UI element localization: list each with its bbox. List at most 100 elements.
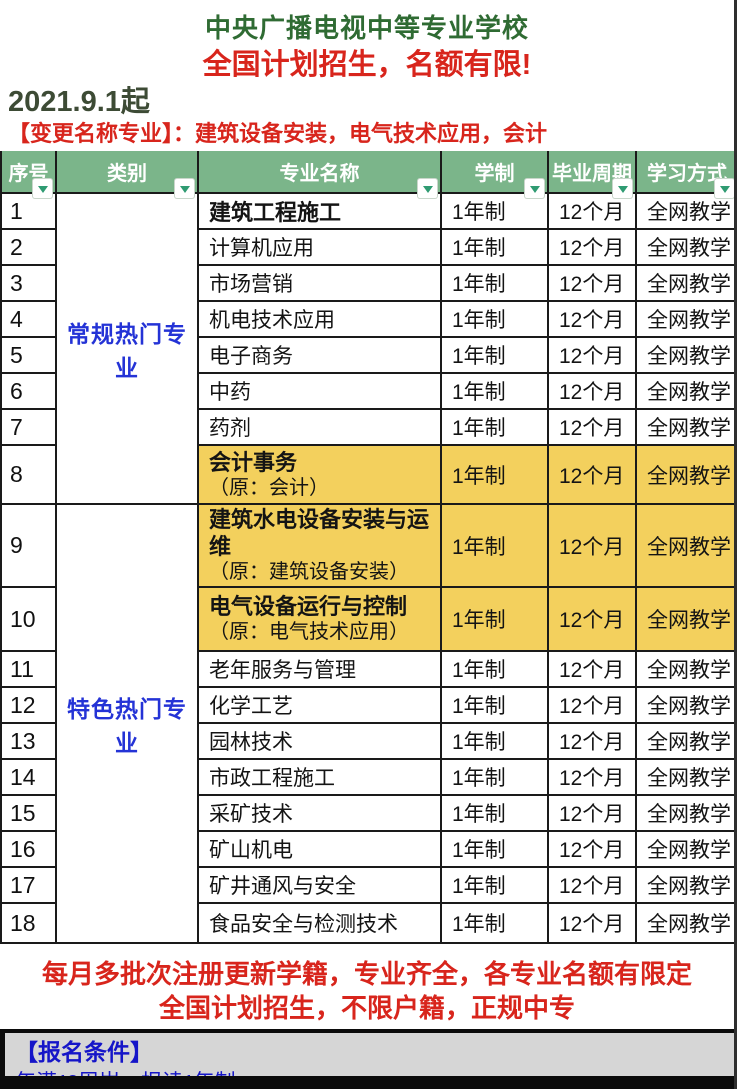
cell-period: 12个月 bbox=[547, 758, 637, 796]
table-row: 18 食品安全与检测技术 1年制 12个月 全网教学 bbox=[0, 902, 734, 944]
cell-period: 12个月 bbox=[547, 300, 637, 338]
cell-mode: 全网教学 bbox=[635, 866, 734, 904]
cell-major: 中药 bbox=[197, 372, 442, 410]
cell-major: 计算机应用 bbox=[197, 228, 442, 266]
filter-dropdown-icon[interactable] bbox=[715, 179, 734, 198]
cell-duration: 1年制 bbox=[440, 586, 549, 652]
cell-major: 化学工艺 bbox=[197, 686, 442, 724]
table-row: 16 矿山机电 1年制 12个月 全网教学 bbox=[0, 830, 734, 868]
cell-no: 17 bbox=[0, 866, 57, 904]
majors-table: 序号 类别 专业名称 学制 毕业周期 学习方式 1 常规热门专业 建筑工程施工 … bbox=[0, 151, 734, 944]
col-header-no: 序号 bbox=[0, 151, 57, 198]
cell-major: 建筑工程施工 bbox=[197, 192, 442, 230]
cell-no: 4 bbox=[0, 300, 57, 338]
cell-duration: 1年制 bbox=[440, 264, 549, 302]
cell-major: 老年服务与管理 bbox=[197, 650, 442, 688]
cell-duration: 1年制 bbox=[440, 650, 549, 688]
cell-duration: 1年制 bbox=[440, 300, 549, 338]
filter-dropdown-icon[interactable] bbox=[418, 179, 437, 198]
cell-major: 食品安全与检测技术 bbox=[197, 902, 442, 944]
col-header-period: 毕业周期 bbox=[547, 151, 637, 198]
cell-mode: 全网教学 bbox=[635, 758, 734, 796]
cell-period: 12个月 bbox=[547, 408, 637, 446]
slogan-line-1: 每月多批次注册更新学籍，专业齐全，各专业名额有限定 bbox=[41, 959, 692, 989]
cell-major: 会计事务 （原：会计） bbox=[197, 444, 442, 505]
cell-major: 采矿技术 bbox=[197, 794, 442, 832]
cell-no: 7 bbox=[0, 408, 57, 446]
col-header-period-label: 毕业周期 bbox=[552, 163, 632, 185]
bottom-black-strip bbox=[0, 1076, 734, 1089]
filter-dropdown-icon[interactable] bbox=[525, 179, 544, 198]
cell-period: 12个月 bbox=[547, 686, 637, 724]
col-header-category-label: 类别 bbox=[107, 163, 147, 185]
cell-duration: 1年制 bbox=[440, 866, 549, 904]
table-header-row: 序号 类别 专业名称 学制 毕业周期 学习方式 bbox=[0, 151, 734, 198]
filter-dropdown-icon[interactable] bbox=[613, 179, 632, 198]
col-header-category: 类别 bbox=[55, 151, 199, 198]
table-row: 14 市政工程施工 1年制 12个月 全网教学 bbox=[0, 758, 734, 796]
major-old-name: （原：会计） bbox=[209, 476, 329, 499]
cell-no: 16 bbox=[0, 830, 57, 868]
cell-mode: 全网教学 bbox=[635, 586, 734, 652]
table-row: 4 机电技术应用 1年制 12个月 全网教学 bbox=[0, 300, 734, 338]
cell-mode: 全网教学 bbox=[635, 650, 734, 688]
cell-no: 18 bbox=[0, 902, 57, 944]
cell-mode: 全网教学 bbox=[635, 264, 734, 302]
cell-duration: 1年制 bbox=[440, 830, 549, 868]
cell-major: 药剂 bbox=[197, 408, 442, 446]
major-old-name: （原：建筑设备安装） bbox=[209, 561, 409, 583]
cell-period: 12个月 bbox=[547, 444, 637, 505]
major-new-name: 会计事务 bbox=[209, 449, 298, 475]
conditions-title: 【报名条件】 bbox=[15, 1040, 153, 1065]
header-section: 中央广播电视中等专业学校 全国计划招生，名额有限! 2021.9.1起 【变更名… bbox=[0, 0, 734, 148]
table-row: 5 电子商务 1年制 12个月 全网教学 bbox=[0, 336, 734, 374]
cell-major: 市政工程施工 bbox=[197, 758, 442, 796]
cell-mode: 全网教学 bbox=[635, 902, 734, 944]
slogan-section: 每月多批次注册更新学籍，专业齐全，各专业名额有限定 全国计划招生，不限户籍，正规… bbox=[0, 944, 734, 1025]
cell-mode: 全网教学 bbox=[635, 444, 734, 505]
table-row: 1 常规热门专业 建筑工程施工 1年制 12个月 全网教学 bbox=[0, 192, 734, 505]
cell-period: 12个月 bbox=[547, 650, 637, 688]
major-new-name: 建筑水电设备安装与运维 bbox=[209, 507, 430, 559]
cell-mode: 全网教学 bbox=[635, 192, 734, 230]
cell-no: 2 bbox=[0, 228, 57, 266]
triangle-down-icon bbox=[422, 186, 433, 193]
cell-period: 12个月 bbox=[547, 830, 637, 868]
col-header-duration: 学制 bbox=[440, 151, 549, 198]
table-row-highlighted: 9 特色热门专业 建筑水电设备安装与运维 （原：建筑设备安装） 1年制 12个月… bbox=[0, 503, 734, 944]
cell-no: 5 bbox=[0, 336, 57, 374]
cell-mode: 全网教学 bbox=[635, 722, 734, 760]
cell-no: 11 bbox=[0, 650, 57, 688]
cell-major: 建筑水电设备安装与运维 （原：建筑设备安装） bbox=[197, 503, 442, 588]
category-cell-special: 特色热门专业 bbox=[55, 503, 199, 944]
major-new-name: 电气设备运行与控制 bbox=[209, 594, 408, 619]
cell-mode: 全网教学 bbox=[635, 300, 734, 338]
cell-period: 12个月 bbox=[547, 902, 637, 944]
major-old-name: （原：电气技术应用） bbox=[209, 621, 409, 643]
cell-no: 9 bbox=[0, 503, 57, 588]
col-header-mode: 学习方式 bbox=[635, 151, 734, 198]
cell-mode: 全网教学 bbox=[635, 830, 734, 868]
cell-major: 市场营销 bbox=[197, 264, 442, 302]
cell-major: 矿山机电 bbox=[197, 830, 442, 868]
cell-no: 14 bbox=[0, 758, 57, 796]
col-header-duration-label: 学制 bbox=[474, 163, 515, 185]
cell-no: 12 bbox=[0, 686, 57, 724]
cell-major: 电气设备运行与控制 （原：电气技术应用） bbox=[197, 586, 442, 652]
cell-mode: 全网教学 bbox=[635, 408, 734, 446]
filter-dropdown-icon[interactable] bbox=[175, 179, 194, 198]
triangle-down-icon bbox=[179, 186, 190, 193]
cell-duration: 1年制 bbox=[440, 444, 549, 505]
cell-no: 8 bbox=[0, 444, 57, 505]
table-row: 2 计算机应用 1年制 12个月 全网教学 bbox=[0, 228, 734, 266]
filter-dropdown-icon[interactable] bbox=[33, 179, 52, 198]
category-cell-regular: 常规热门专业 bbox=[55, 192, 199, 505]
cell-period: 12个月 bbox=[547, 503, 637, 588]
cell-duration: 1年制 bbox=[440, 228, 549, 266]
cell-period: 12个月 bbox=[547, 264, 637, 302]
table-row: 13 园林技术 1年制 12个月 全网教学 bbox=[0, 722, 734, 760]
table-row-highlighted: 8 会计事务 （原：会计） 1年制 12个月 全网教学 bbox=[0, 444, 734, 505]
cell-major: 电子商务 bbox=[197, 336, 442, 374]
table-row: 15 采矿技术 1年制 12个月 全网教学 bbox=[0, 794, 734, 832]
cell-mode: 全网教学 bbox=[635, 503, 734, 588]
